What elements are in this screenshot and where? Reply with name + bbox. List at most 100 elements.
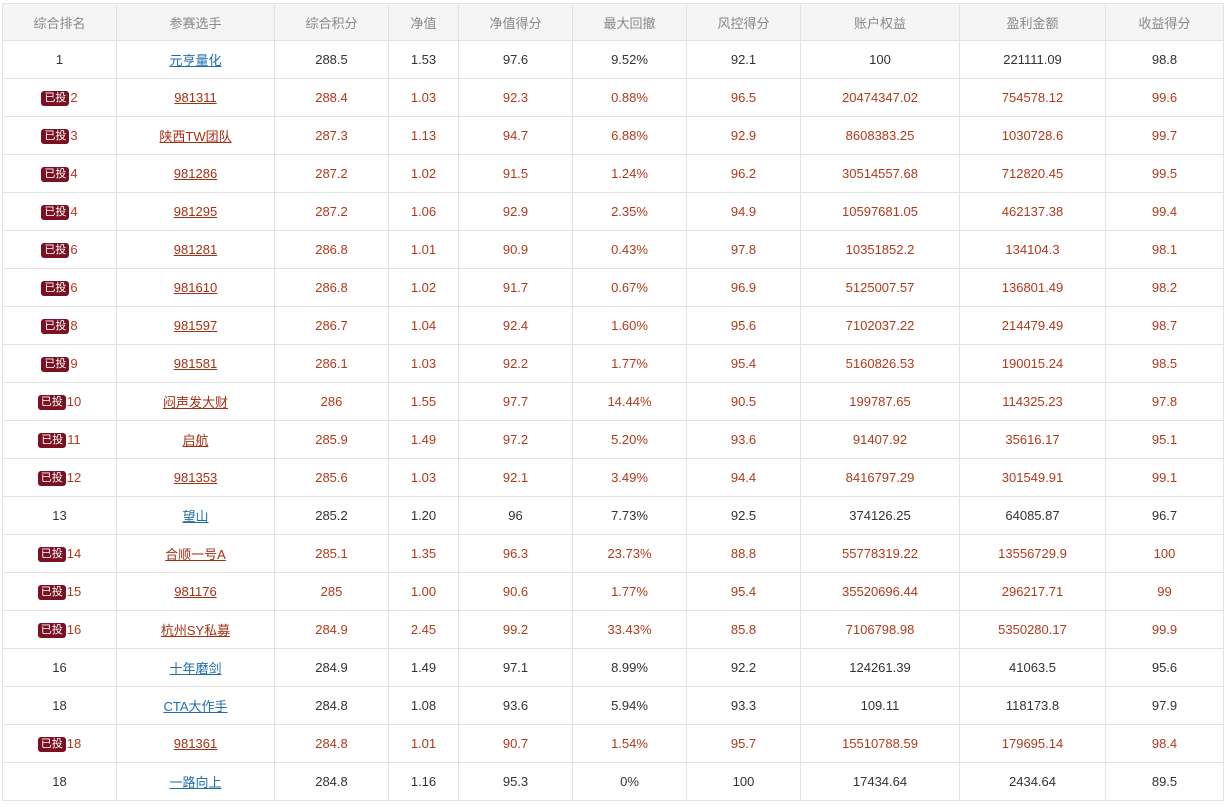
profit-cell: 221111.09 (959, 40, 1106, 79)
nav-cell: 1.49 (388, 648, 459, 687)
player-cell: 陕西TW团队 (116, 116, 275, 155)
nav-cell: 1.08 (388, 686, 459, 725)
player-cell: CTA大作手 (116, 686, 275, 725)
equity-cell: 109.11 (800, 686, 960, 725)
profit-cell: 35616.17 (959, 420, 1106, 459)
nav-cell: 1.01 (388, 230, 459, 269)
rank-cell: 已投 9 (2, 344, 117, 383)
risk-score-cell: 95.4 (686, 344, 801, 383)
total-score-cell: 285.2 (274, 496, 389, 535)
nav-cell: 1.04 (388, 306, 459, 345)
rank-value: 15 (66, 583, 82, 599)
player-name-link[interactable]: 981581 (173, 356, 218, 371)
player-name-link[interactable]: 合顺一号A (165, 547, 226, 562)
return-score-cell: 98.2 (1105, 268, 1224, 307)
risk-score-cell: 92.9 (686, 116, 801, 155)
equity-cell: 10597681.05 (800, 192, 960, 231)
player-name-link[interactable]: 杭州SY私募 (160, 623, 231, 638)
invested-badge: 已投 (37, 546, 66, 562)
nav-cell: 1.55 (388, 382, 459, 421)
max-drawdown-cell: 33.43% (572, 610, 687, 649)
rank-cell: 已投 4 (2, 154, 117, 193)
rank-cell: 已投 3 (2, 116, 117, 155)
table-body: 1 元亨量化 288.5 1.53 97.6 9.52% 92.1 100 221111.09 9… (2, 40, 1224, 801)
player-cell: 981581 (116, 344, 275, 383)
player-name-link[interactable]: 981295 (173, 204, 218, 219)
rank-value: 12 (66, 469, 82, 485)
equity-cell: 8608383.25 (800, 116, 960, 155)
table-row: 已投 8 981597 286.7 1.04 92.4 1.60% 95.6 7102037.2… (2, 306, 1224, 345)
nav-score-cell: 94.7 (458, 116, 573, 155)
nav-cell: 1.03 (388, 78, 459, 117)
header-return-score: 收益得分 (1105, 3, 1224, 41)
max-drawdown-cell: 2.35% (572, 192, 687, 231)
risk-score-cell: 95.4 (686, 572, 801, 611)
max-drawdown-cell: 3.49% (572, 458, 687, 497)
nav-score-cell: 93.6 (458, 686, 573, 725)
risk-score-cell: 93.3 (686, 686, 801, 725)
player-name-link[interactable]: 元亨量化 (169, 53, 222, 68)
total-score-cell: 284.8 (274, 762, 389, 801)
player-name-link[interactable]: 981286 (173, 166, 218, 181)
player-name-link[interactable]: 十年磨剑 (169, 661, 222, 676)
header-equity: 账户权益 (800, 3, 960, 41)
profit-cell: 5350280.17 (959, 610, 1106, 649)
max-drawdown-cell: 23.73% (572, 534, 687, 573)
table-row: 18 一路向上 284.8 1.16 95.3 0% 100 17434.64 2434.64 8… (2, 762, 1224, 801)
profit-cell: 179695.14 (959, 724, 1106, 763)
return-score-cell: 98.8 (1105, 40, 1224, 79)
equity-cell: 17434.64 (800, 762, 960, 801)
table-row: 已投 4 981286 287.2 1.02 91.5 1.24% 96.2 30514557.… (2, 154, 1224, 193)
table-row: 已投 16 杭州SY私募 284.9 2.45 99.2 33.43% 85.8 7106798… (2, 610, 1224, 649)
player-name-link[interactable]: CTA大作手 (163, 699, 228, 714)
player-cell: 杭州SY私募 (116, 610, 275, 649)
player-name-link[interactable]: 981597 (173, 318, 218, 333)
risk-score-cell: 95.6 (686, 306, 801, 345)
max-drawdown-cell: 9.52% (572, 40, 687, 79)
header-risk-score: 风控得分 (686, 3, 801, 41)
return-score-cell: 99.6 (1105, 78, 1224, 117)
player-name-link[interactable]: 981281 (173, 242, 218, 257)
invested-badge: 已投 (41, 242, 70, 258)
rank-cell: 已投 8 (2, 306, 117, 345)
nav-cell: 1.02 (388, 154, 459, 193)
rank-value: 16 (52, 660, 67, 675)
equity-cell: 199787.65 (800, 382, 960, 421)
max-drawdown-cell: 1.77% (572, 344, 687, 383)
player-cell: 启航 (116, 420, 275, 459)
header-nav: 净值 (388, 3, 459, 41)
return-score-cell: 97.8 (1105, 382, 1224, 421)
player-name-link[interactable]: 望山 (182, 509, 209, 524)
nav-cell: 2.45 (388, 610, 459, 649)
player-name-link[interactable]: 陕西TW团队 (159, 129, 232, 144)
total-score-cell: 286 (274, 382, 389, 421)
table-row: 1 元亨量化 288.5 1.53 97.6 9.52% 92.1 100 221111.09 9… (2, 40, 1224, 79)
profit-cell: 64085.87 (959, 496, 1106, 535)
player-name-link[interactable]: 981353 (173, 470, 218, 485)
player-name-link[interactable]: 981176 (174, 584, 217, 599)
rank-value: 1 (55, 52, 64, 67)
nav-score-cell: 92.2 (458, 344, 573, 383)
nav-cell: 1.35 (388, 534, 459, 573)
risk-score-cell: 96.9 (686, 268, 801, 307)
rank-cell: 16 (2, 648, 117, 687)
table-row: 已投 9 981581 286.1 1.03 92.2 1.77% 95.4 5160826.5… (2, 344, 1224, 383)
player-name-link[interactable]: 一路向上 (169, 775, 222, 790)
table-row: 已投 15 981176 285 1.00 90.6 1.77% 95.4 35520696.4… (2, 572, 1224, 611)
player-name-link[interactable]: 闷声发大财 (162, 395, 228, 410)
risk-score-cell: 93.6 (686, 420, 801, 459)
nav-score-cell: 91.5 (458, 154, 573, 193)
table-row: 已投 2 981311 288.4 1.03 92.3 0.88% 96.5 20474347.… (2, 78, 1224, 117)
equity-cell: 91407.92 (800, 420, 960, 459)
total-score-cell: 285 (274, 572, 389, 611)
profit-cell: 1030728.6 (959, 116, 1106, 155)
player-name-link[interactable]: 981610 (173, 280, 218, 295)
player-name-link[interactable]: 启航 (182, 433, 209, 448)
player-name-link[interactable]: 981311 (174, 90, 217, 105)
equity-cell: 35520696.44 (800, 572, 960, 611)
profit-cell: 118173.8 (959, 686, 1106, 725)
player-name-link[interactable]: 981361 (173, 736, 218, 751)
nav-cell: 1.49 (388, 420, 459, 459)
nav-cell: 1.01 (388, 724, 459, 763)
rank-value: 13 (52, 508, 67, 523)
